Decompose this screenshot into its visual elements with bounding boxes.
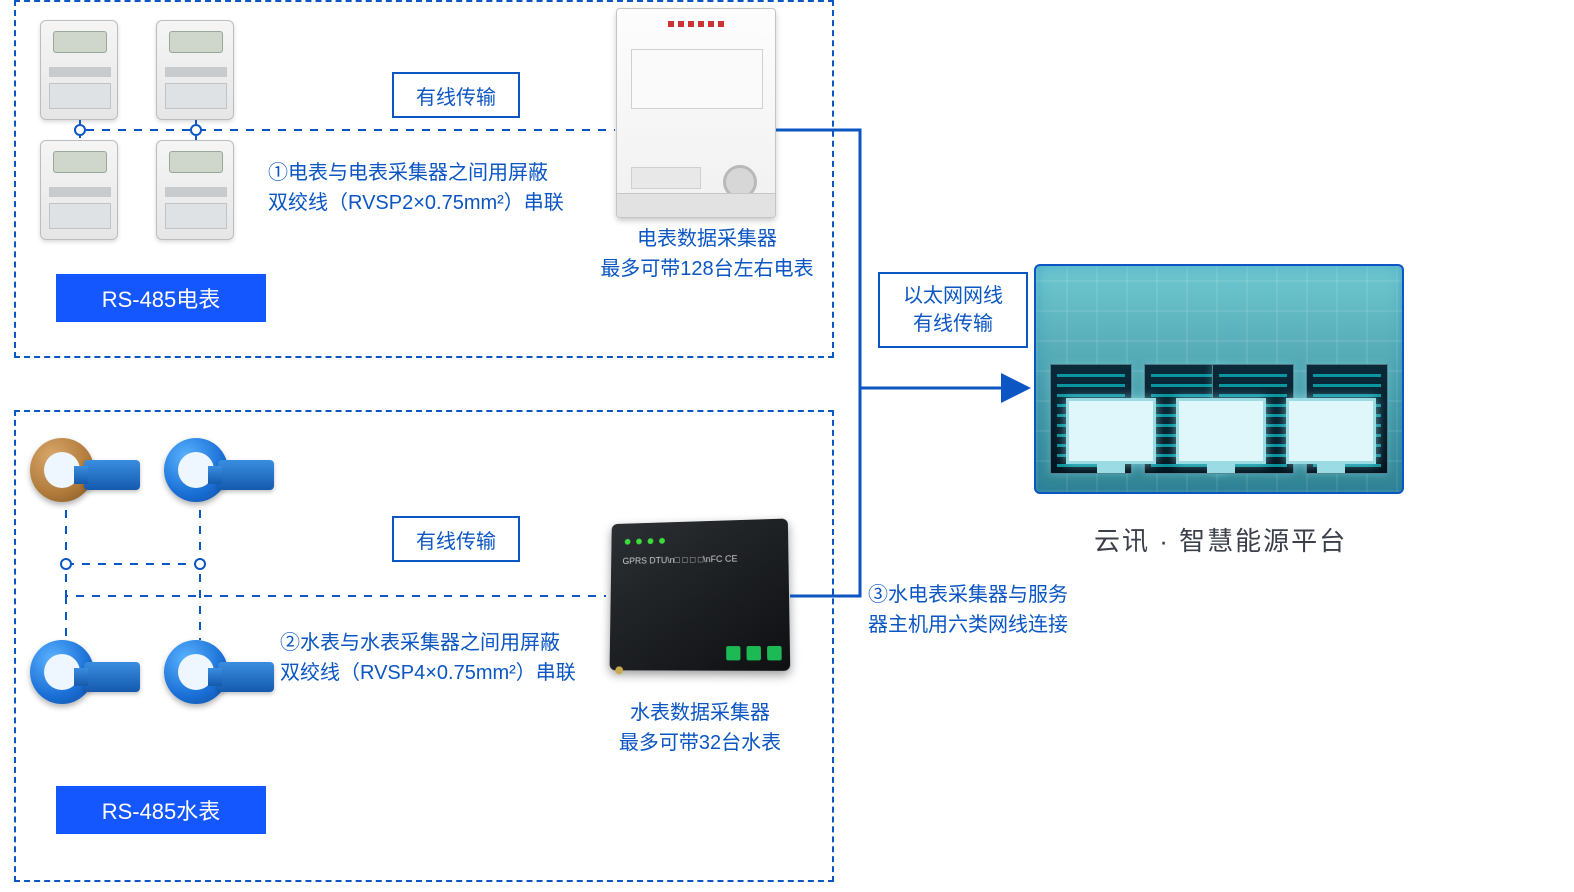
water-collector: GPRS DTU\n□ □ □ □\nFC CE — [608, 520, 788, 670]
electric-badge: RS-485电表 — [56, 274, 266, 322]
water-meter — [164, 640, 274, 710]
platform-caption: 云讯 · 智慧能源平台 — [1094, 522, 1347, 561]
water-transmission-box: 有线传输 — [392, 516, 520, 562]
water-note: ②水表与水表采集器之间用屏蔽 双绞线（RVSP4×0.75mm²）串联 — [280, 628, 576, 688]
electric-transmission-box: 有线传输 — [392, 72, 520, 118]
electric-badge-text: RS-485电表 — [102, 282, 221, 314]
water-meter — [30, 640, 140, 710]
electric-meter — [40, 140, 118, 240]
water-meter — [30, 438, 140, 508]
platform-image — [1034, 264, 1404, 494]
electric-collector — [616, 8, 776, 218]
water-transmission-label: 有线传输 — [416, 525, 496, 554]
electric-note: ①电表与电表采集器之间用屏蔽 双绞线（RVSP2×0.75mm²）串联 — [268, 158, 564, 218]
electric-collector-caption: 电表数据采集器 最多可带128台左右电表 — [582, 224, 832, 284]
electric-meter — [156, 140, 234, 240]
ethernet-box: 以太网网线 有线传输 — [878, 272, 1028, 348]
electric-meter — [40, 20, 118, 120]
water-collector-caption: 水表数据采集器 最多可带32台水表 — [590, 698, 810, 758]
water-badge: RS-485水表 — [56, 786, 266, 834]
water-badge-text: RS-485水表 — [102, 794, 221, 826]
water-meter — [164, 438, 274, 508]
electric-transmission-label: 有线传输 — [416, 81, 496, 110]
electric-meter — [156, 20, 234, 120]
ethernet-note: ③水电表采集器与服务 器主机用六类网线连接 — [868, 580, 1068, 640]
ethernet-label: 以太网网线 有线传输 — [903, 282, 1003, 338]
